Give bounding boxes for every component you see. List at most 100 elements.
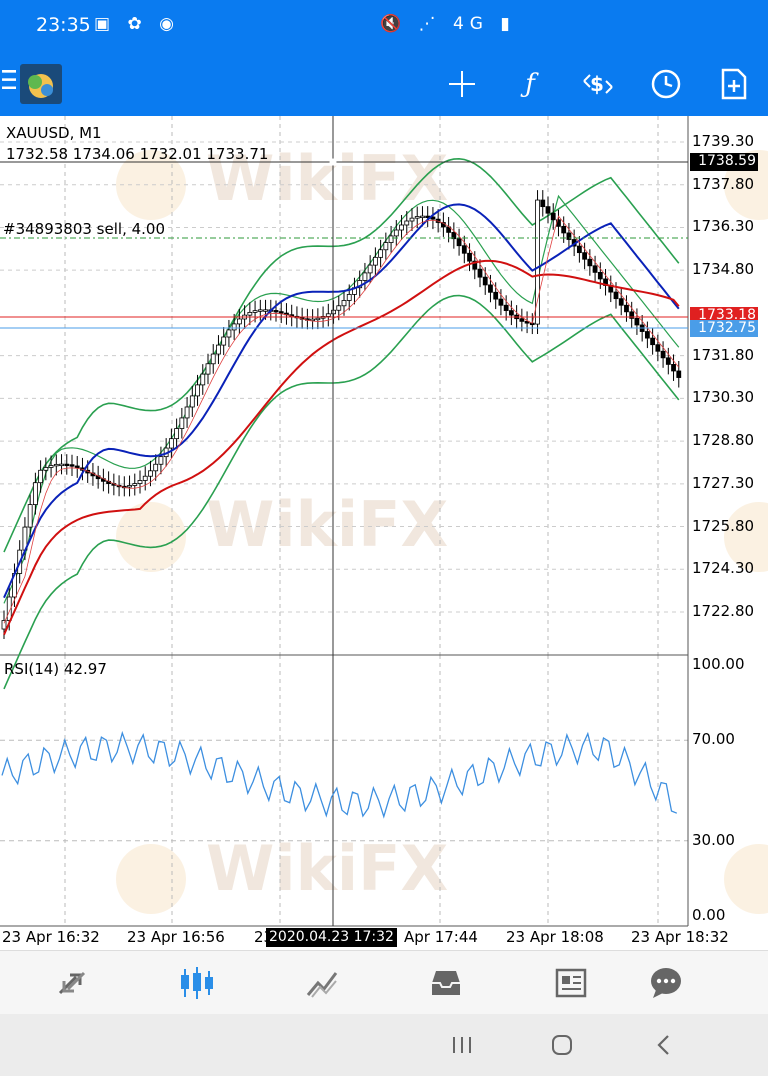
candle-body [561, 225, 567, 234]
candle-body [346, 294, 352, 301]
crosshair-icon[interactable] [442, 66, 482, 102]
back-icon[interactable] [644, 1030, 684, 1060]
price-chart[interactable] [0, 116, 768, 950]
price-tick-label: 1739.30 [692, 132, 755, 150]
candle-body [597, 271, 603, 280]
order-label: #34893803 sell, 4.00 [3, 220, 165, 238]
price-tick-label: 1725.80 [692, 516, 755, 535]
home-icon[interactable] [542, 1030, 582, 1060]
rsi-tick-label: 100.00 [692, 655, 745, 673]
chart-area[interactable]: WikiFX WikiFX WikiFX XAUUSD, M1 1732.58 … [0, 116, 768, 950]
candle-body [414, 216, 420, 219]
candle-body [634, 317, 640, 326]
candle-body [367, 264, 373, 274]
price-tick-label: 1727.30 [692, 473, 755, 492]
candle-body [644, 331, 650, 339]
candle-body [221, 336, 227, 346]
candle-body [127, 485, 132, 488]
candle-body [273, 310, 279, 313]
time-tick-label: Apr 17:44 [404, 928, 478, 946]
candle-body [200, 373, 206, 386]
candle-body [252, 310, 258, 313]
rsi-tick-label: 70.00 [692, 730, 735, 749]
candle-body [451, 231, 457, 240]
status-time: 23:35 [36, 14, 91, 36]
history-icon[interactable] [422, 963, 470, 1003]
new-order-icon[interactable] [714, 66, 754, 102]
candle-body [378, 249, 384, 258]
candle-body [27, 504, 33, 528]
candle-body [650, 337, 656, 346]
price-tick-label: 1734.80 [692, 260, 755, 279]
candle-body [189, 395, 195, 408]
price-tick-label: 1736.30 [692, 217, 755, 236]
candle-body [618, 298, 624, 306]
candle-body [420, 215, 425, 219]
metatrader-logo[interactable] [20, 64, 62, 104]
candle-body [655, 344, 661, 352]
quotes-icon[interactable] [48, 963, 96, 1003]
candle-body [226, 329, 232, 338]
candle-body [404, 220, 410, 226]
price-tick-label: 1731.80 [692, 345, 755, 364]
bid-price-label: 1733.18 [690, 307, 758, 323]
ohlc-label: 1732.58 1734.06 1732.01 1733.71 [6, 145, 269, 163]
candle-body [210, 353, 216, 365]
candle-body [43, 467, 49, 471]
candle-body [331, 309, 336, 315]
candle-body [38, 469, 44, 484]
messages-icon[interactable] [642, 963, 690, 1003]
candle-body [477, 268, 483, 278]
bollinger-mid [3, 194, 680, 604]
candle-body [278, 311, 284, 314]
rsi-line [1, 730, 678, 819]
indicators-icon[interactable]: ƒ [525, 69, 535, 99]
candle-body [247, 311, 253, 316]
watermark-text: WikiFX [206, 142, 449, 215]
moving-average-red [3, 259, 680, 636]
recent-apps-icon[interactable] [442, 1030, 482, 1060]
candle-body [32, 482, 38, 505]
bollinger-upper [3, 157, 680, 553]
timeframe-icon[interactable] [646, 66, 686, 102]
candle-body [472, 260, 478, 270]
status-bar: 23:35 ▣ ✿ ◉ 🔇 ⋰ 4G ▮ [0, 0, 768, 52]
candle-body [257, 309, 263, 312]
candle-body [74, 465, 80, 469]
watermark-text: WikiFX [206, 488, 449, 561]
candle-body [174, 428, 180, 440]
candle-body [388, 235, 394, 243]
moving-average-blue [3, 203, 680, 599]
candle-body [488, 284, 493, 293]
candle-body [53, 463, 59, 467]
candle-body [467, 252, 472, 262]
candle-body [508, 310, 514, 316]
status-notification-icons: ▣ ✿ ◉ [94, 14, 180, 34]
symbols-icon[interactable]: $ [578, 66, 618, 102]
candle-body [153, 463, 159, 472]
candle-body [362, 272, 368, 281]
candle-body [671, 364, 676, 372]
watermark-logo [116, 844, 186, 914]
news-icon[interactable] [547, 963, 595, 1003]
candle-body [132, 483, 138, 486]
candle-body [168, 438, 174, 449]
candle-body [48, 465, 54, 468]
menu-icon[interactable]: ☰ [0, 66, 16, 96]
candle-body [576, 245, 582, 254]
candle-body [676, 370, 682, 378]
price-tick-label: 1737.80 [692, 174, 755, 193]
watermark-logo [116, 502, 186, 572]
candle-body [315, 317, 321, 321]
chart-icon[interactable] [173, 963, 221, 1003]
candle-body [325, 313, 331, 317]
candle-body [535, 199, 540, 325]
candle-body [195, 384, 200, 397]
system-nav-bar [0, 1014, 768, 1076]
toolbar: ☰ ƒ $ [0, 52, 768, 116]
candle-body [184, 406, 190, 419]
candle-body [456, 238, 462, 247]
trade-icon[interactable] [298, 963, 346, 1003]
candle-body [236, 318, 242, 325]
rsi-tick-label: 30.00 [692, 830, 735, 849]
